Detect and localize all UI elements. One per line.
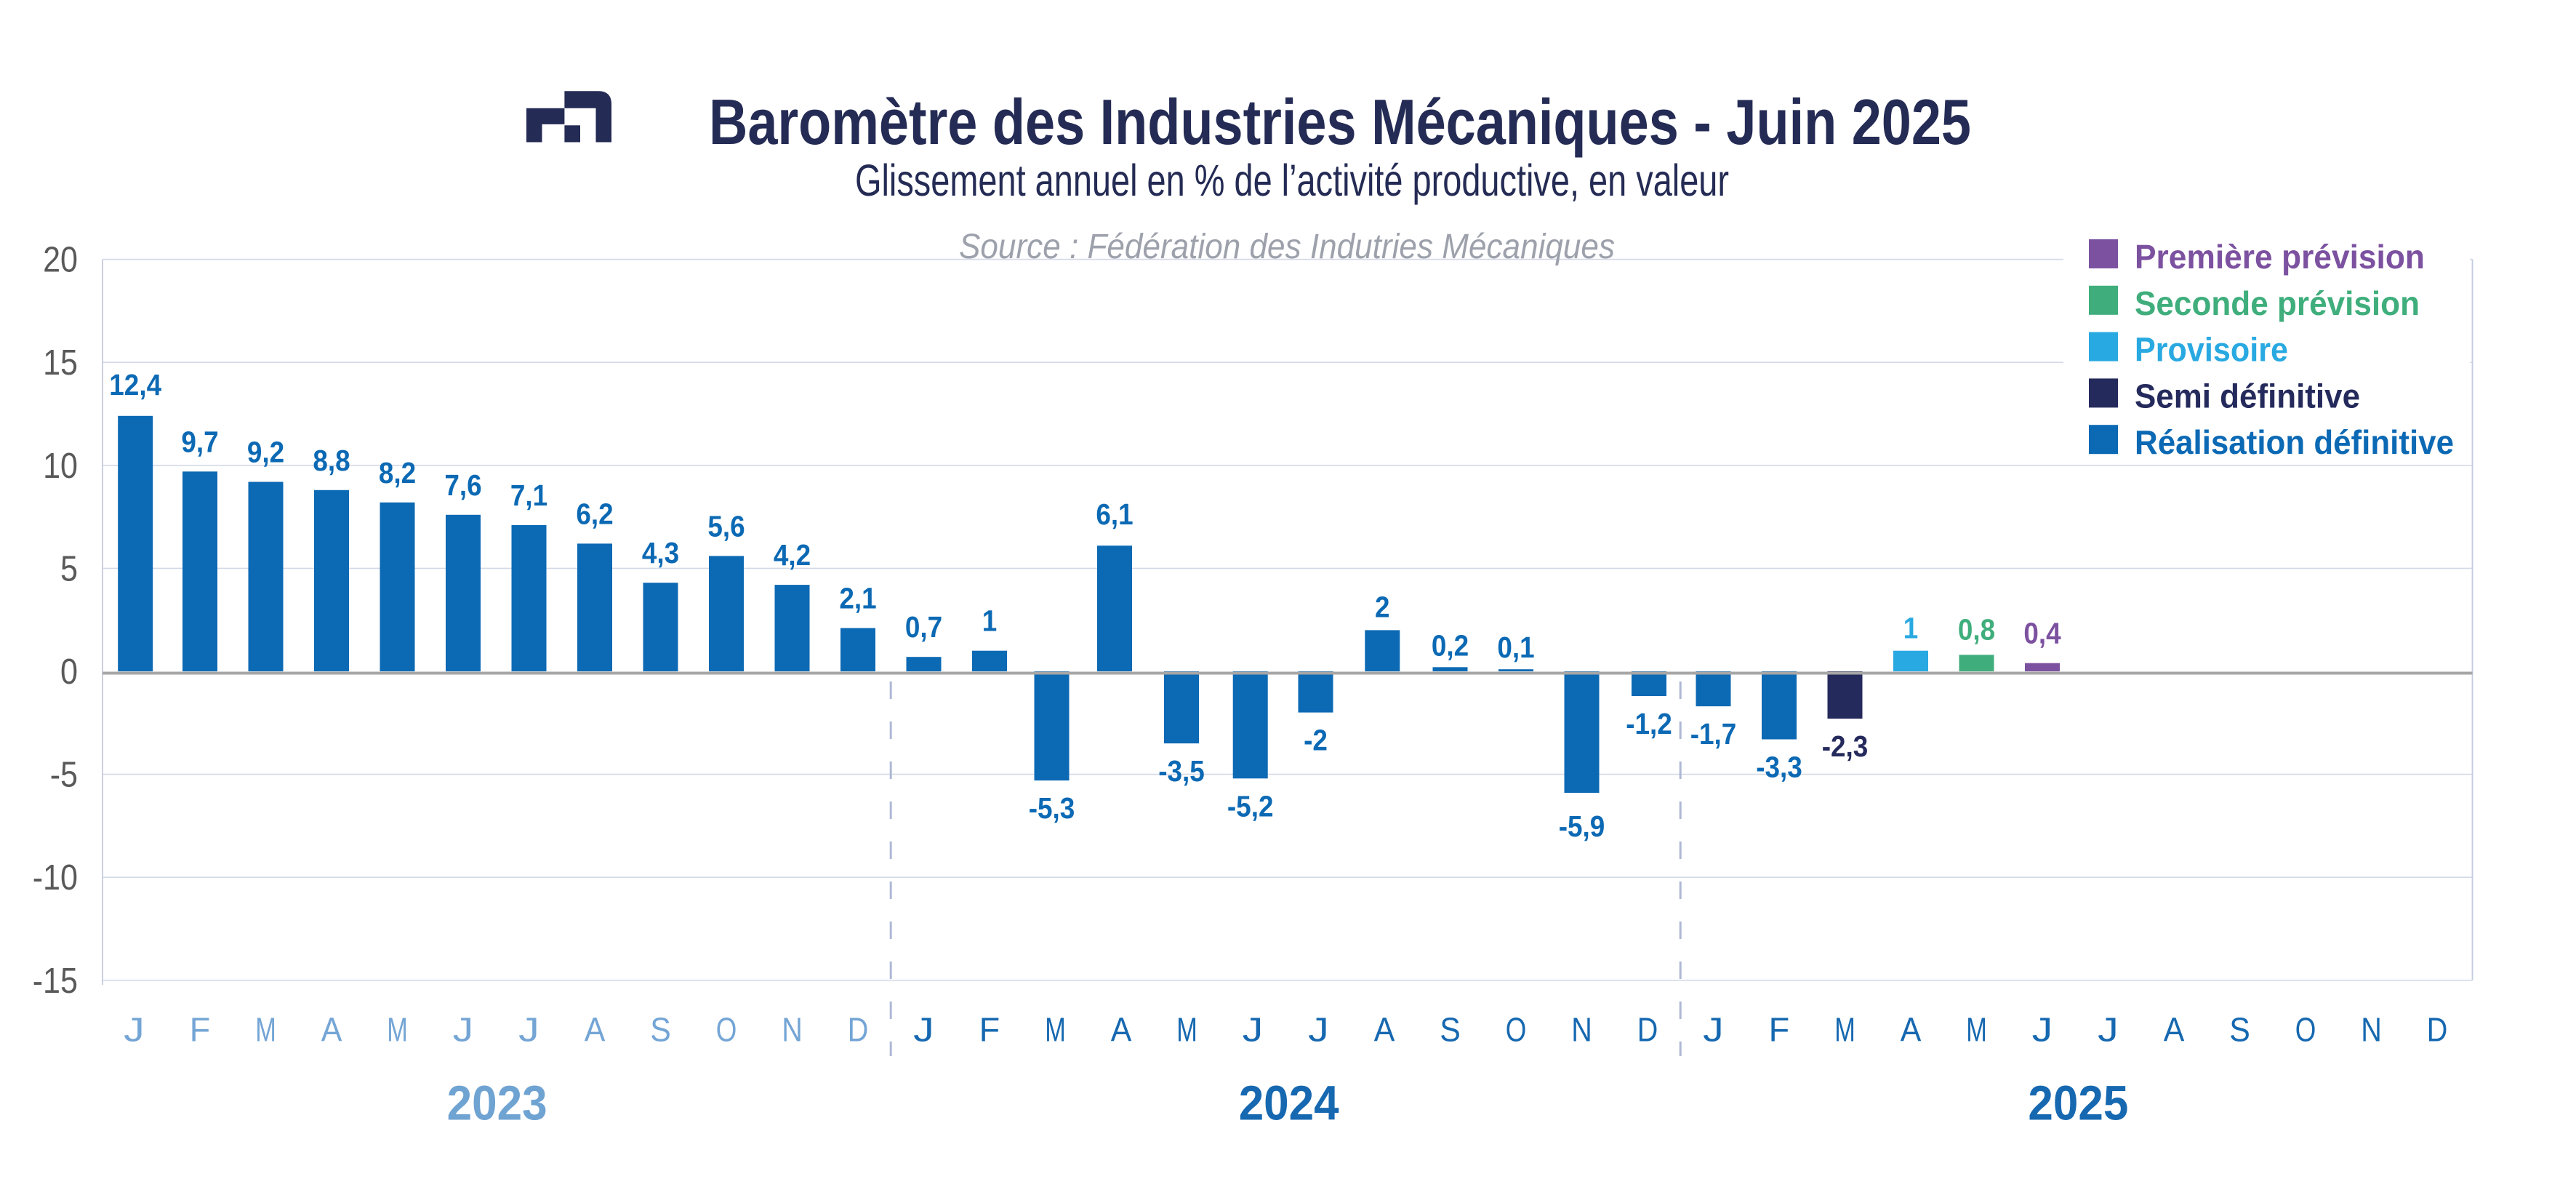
svg-text:2024: 2024 <box>1239 1076 1339 1130</box>
svg-text:20: 20 <box>43 241 78 280</box>
svg-text:A: A <box>321 1011 342 1049</box>
svg-text:M: M <box>1045 1011 1066 1049</box>
svg-text:A: A <box>1901 1011 1922 1049</box>
svg-text:0,2: 0,2 <box>1432 628 1469 662</box>
svg-text:Glissement annuel en % de l’ac: Glissement annuel en % de l’activité pro… <box>855 156 1729 205</box>
svg-text:1: 1 <box>1903 612 1919 645</box>
svg-text:M: M <box>1966 1011 1987 1049</box>
svg-text:N: N <box>782 1011 803 1049</box>
svg-text:2023: 2023 <box>447 1076 547 1130</box>
svg-text:-5,2: -5,2 <box>1227 789 1274 823</box>
svg-text:0,4: 0,4 <box>2023 617 2061 650</box>
svg-text:-15: -15 <box>33 962 78 1001</box>
svg-text:J: J <box>124 1011 145 1049</box>
svg-text:O: O <box>716 1011 737 1049</box>
svg-text:5,6: 5,6 <box>707 509 745 543</box>
svg-text:M: M <box>1176 1011 1197 1049</box>
svg-text:-5,9: -5,9 <box>1559 810 1605 843</box>
svg-text:J: J <box>2032 1011 2053 1049</box>
svg-text:15: 15 <box>43 343 78 383</box>
svg-text:Première prévision: Première prévision <box>2135 238 2425 276</box>
svg-text:Provisoire: Provisoire <box>2135 331 2288 369</box>
svg-text:2025: 2025 <box>2028 1076 2128 1130</box>
svg-text:7,6: 7,6 <box>444 468 481 502</box>
svg-text:2: 2 <box>1375 590 1390 623</box>
svg-text:J: J <box>1308 1011 1329 1049</box>
svg-text:A: A <box>585 1011 606 1049</box>
svg-text:0,1: 0,1 <box>1497 631 1534 664</box>
svg-text:Semi définitive: Semi définitive <box>2135 377 2360 415</box>
svg-text:A: A <box>2164 1011 2185 1049</box>
svg-text:-10: -10 <box>33 858 78 898</box>
svg-text:0,8: 0,8 <box>1958 612 1995 646</box>
svg-text:D: D <box>848 1011 869 1049</box>
svg-text:O: O <box>1506 1011 1527 1049</box>
svg-text:N: N <box>1571 1011 1592 1049</box>
svg-text:J: J <box>2098 1011 2119 1049</box>
svg-text:Réalisation définitive: Réalisation définitive <box>2135 423 2454 461</box>
svg-text:Seconde prévision: Seconde prévision <box>2135 284 2420 322</box>
svg-text:M: M <box>387 1011 408 1049</box>
svg-text:-2,3: -2,3 <box>1822 730 1869 763</box>
svg-text:7,1: 7,1 <box>510 479 547 512</box>
svg-text:J: J <box>453 1011 474 1049</box>
svg-text:M: M <box>1834 1011 1855 1049</box>
svg-text:5: 5 <box>60 549 78 588</box>
svg-text:1: 1 <box>982 604 998 638</box>
svg-text:N: N <box>2361 1011 2382 1049</box>
svg-text:A: A <box>1111 1011 1132 1049</box>
svg-text:J: J <box>1703 1011 1724 1049</box>
svg-text:8,8: 8,8 <box>313 444 350 477</box>
svg-text:6,1: 6,1 <box>1096 497 1133 531</box>
svg-text:9,7: 9,7 <box>181 425 218 458</box>
svg-text:10: 10 <box>43 447 78 486</box>
svg-text:12,4: 12,4 <box>109 368 161 401</box>
svg-text:M: M <box>255 1011 276 1049</box>
svg-text:-3,3: -3,3 <box>1756 751 1802 784</box>
svg-text:-5,3: -5,3 <box>1029 791 1075 825</box>
svg-text:D: D <box>1637 1011 1658 1049</box>
svg-text:4,3: 4,3 <box>642 536 679 569</box>
svg-text:-3,5: -3,5 <box>1158 754 1205 788</box>
svg-text:Baromètre des Industries Mécan: Baromètre des Industries Mécaniques - Ju… <box>709 86 1971 158</box>
svg-text:F: F <box>979 1011 1000 1049</box>
svg-text:0: 0 <box>60 652 78 692</box>
svg-text:Source : Fédération des Indutr: Source : Fédération des Indutries Mécani… <box>959 228 1615 266</box>
svg-text:A: A <box>1374 1011 1395 1049</box>
svg-text:F: F <box>1769 1011 1790 1049</box>
svg-text:-2: -2 <box>1304 724 1328 757</box>
svg-text:6,2: 6,2 <box>576 497 613 530</box>
svg-text:S: S <box>1440 1011 1461 1049</box>
svg-text:J: J <box>518 1011 539 1049</box>
svg-text:O: O <box>2295 1011 2316 1049</box>
svg-text:8,2: 8,2 <box>379 456 416 489</box>
svg-text:0,7: 0,7 <box>905 610 942 644</box>
svg-text:J: J <box>913 1011 934 1049</box>
svg-text:S: S <box>650 1011 671 1049</box>
svg-text:4,2: 4,2 <box>774 538 811 572</box>
svg-text:D: D <box>2427 1011 2448 1049</box>
svg-text:9,2: 9,2 <box>247 436 284 469</box>
svg-text:-1,7: -1,7 <box>1690 717 1737 751</box>
svg-text:S: S <box>2229 1011 2250 1049</box>
svg-text:J: J <box>1243 1011 1264 1049</box>
svg-text:2,1: 2,1 <box>839 582 876 615</box>
svg-text:-1,2: -1,2 <box>1626 707 1672 740</box>
svg-text:-5: -5 <box>50 756 78 795</box>
svg-text:F: F <box>190 1011 211 1049</box>
